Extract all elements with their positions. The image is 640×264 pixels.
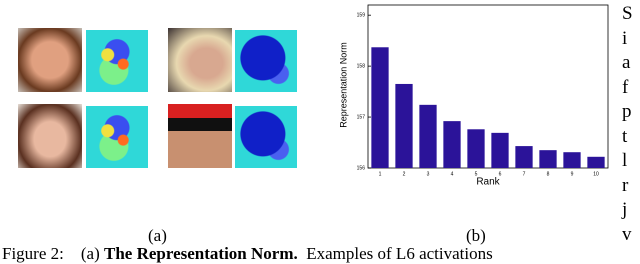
bar <box>443 121 461 168</box>
side-text-fragment: a <box>622 52 631 73</box>
bar <box>395 83 413 168</box>
side-text-fragment: r <box>622 174 629 196</box>
side-text-fragment: l <box>622 150 628 171</box>
x-tick-label: 9 <box>571 171 574 177</box>
bar <box>371 47 389 169</box>
bar <box>491 132 509 168</box>
x-tick-label: 2 <box>403 171 406 177</box>
bar <box>563 152 581 168</box>
y-axis-label: Representation Norm <box>338 42 348 128</box>
bar <box>467 129 485 168</box>
x-tick-label: 4 <box>451 171 454 177</box>
bar <box>539 150 557 168</box>
face-image <box>168 28 232 92</box>
x-tick-label: 7 <box>523 171 526 177</box>
activation-map <box>86 30 148 92</box>
side-text-fragment: v <box>622 223 632 245</box>
face-image <box>18 28 82 92</box>
bar <box>515 146 533 168</box>
side-text-fragment: t <box>622 125 628 147</box>
caption-text: Examples of L6 activations <box>306 244 493 263</box>
activation-map <box>235 30 297 92</box>
x-tick-label: 6 <box>499 171 502 177</box>
bar <box>419 104 437 168</box>
x-axis-label: Rank <box>476 177 500 188</box>
activation-map <box>86 106 148 168</box>
plot-frame <box>367 4 609 169</box>
caption: Figure 2: (a) The Representation Norm. E… <box>2 244 493 264</box>
x-tick-label: 3 <box>427 171 430 177</box>
side-text-fragment: j <box>622 199 628 220</box>
x-tick-label: 1 <box>379 171 382 177</box>
chart: Representation Norm Rank 156 157 158 159 1 2 3… <box>338 4 609 188</box>
y-tick-label: 159 <box>357 13 366 19</box>
y-tick-label: 156 <box>357 165 366 171</box>
subfigure-label: (a) <box>148 226 167 245</box>
caption-part: (a) <box>80 244 100 263</box>
subfigure-label: (b) <box>466 226 486 245</box>
bar <box>587 156 605 168</box>
y-tick-label: 158 <box>357 63 366 69</box>
face-image <box>168 104 232 168</box>
side-text-fragment: i <box>622 27 628 49</box>
face-image <box>18 104 82 168</box>
x-tick-label: 8 <box>547 171 550 177</box>
side-text-fragment: S <box>622 3 633 24</box>
y-tick-label: 157 <box>357 114 366 120</box>
side-text-fragment: p <box>622 101 632 122</box>
x-tick-label: 5 <box>475 171 478 177</box>
activation-map <box>235 106 297 168</box>
caption-title: The Representation Norm. <box>103 244 298 263</box>
caption-label: Figure 2: <box>2 244 64 263</box>
x-tick-label: 10 <box>593 171 599 177</box>
side-text-fragment: f <box>622 76 629 98</box>
